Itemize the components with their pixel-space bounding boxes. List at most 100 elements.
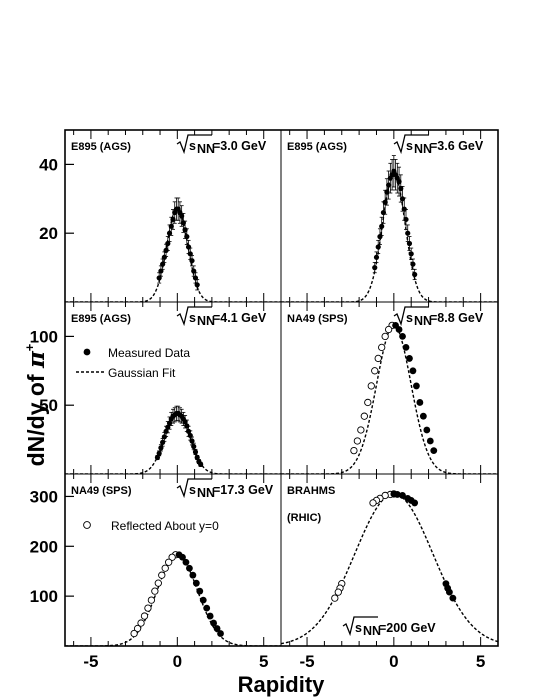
measured-point bbox=[163, 247, 169, 253]
measured-point bbox=[161, 434, 167, 440]
measured-point bbox=[419, 412, 427, 420]
measured-point bbox=[375, 244, 381, 250]
measured-point bbox=[386, 182, 392, 188]
measured-point bbox=[179, 553, 186, 561]
gaussian-fit-line bbox=[281, 324, 498, 474]
measured-point bbox=[192, 579, 200, 587]
measured-point bbox=[382, 199, 388, 205]
reflected-point bbox=[137, 619, 145, 627]
reflected-point bbox=[367, 382, 375, 390]
measured-point bbox=[393, 491, 401, 498]
measured-point bbox=[449, 594, 457, 602]
measured-point bbox=[180, 220, 186, 226]
energy-label: s NN=17.3 GeV bbox=[176, 478, 274, 500]
panel-3: 50 100 E895 (AGS) s NN=4.1 GeV bbox=[30, 302, 281, 474]
reflected-point bbox=[374, 354, 382, 363]
energy-sub: NN bbox=[414, 142, 432, 156]
experiment-sublabel: (RHIC) bbox=[287, 512, 322, 524]
reflected-point bbox=[161, 564, 169, 572]
reflected-point bbox=[140, 612, 149, 620]
energy-label: s NN=3.6 GeV bbox=[393, 134, 484, 156]
energy-value: =17.3 GeV bbox=[213, 483, 274, 497]
measured-point bbox=[182, 558, 190, 566]
y-tick-label: 50 bbox=[39, 396, 58, 415]
reflected-point bbox=[130, 629, 138, 638]
energy-value: =3.6 GeV bbox=[430, 139, 484, 153]
measured-point bbox=[426, 437, 434, 445]
measured-point bbox=[182, 227, 188, 233]
y-axis-title-prefix: dN/dy of bbox=[23, 368, 49, 466]
measured-point bbox=[408, 251, 414, 257]
gaussian-fit-line bbox=[281, 172, 498, 302]
reflected-point bbox=[364, 398, 372, 407]
energy-sub: NN bbox=[414, 314, 432, 328]
legend-fit: Gaussian Fit bbox=[76, 366, 176, 380]
experiment-label: NA49 (SPS) bbox=[287, 313, 348, 325]
measured-point bbox=[445, 588, 453, 596]
measured-point bbox=[396, 179, 402, 185]
measured-point bbox=[168, 223, 174, 229]
measured-point bbox=[194, 282, 200, 288]
measured-point bbox=[165, 424, 171, 430]
energy-label: s NN=8.8 GeV bbox=[393, 306, 484, 328]
measured-point bbox=[196, 587, 204, 595]
energy-s: s bbox=[189, 483, 196, 497]
energy-value: =200 GeV bbox=[379, 621, 436, 635]
measured-point bbox=[380, 209, 387, 216]
legend-reflected-label: Reflected About y=0 bbox=[111, 519, 219, 533]
measured-point bbox=[413, 382, 420, 390]
experiment-label: NA49 (SPS) bbox=[71, 485, 132, 497]
energy-value: =8.8 GeV bbox=[430, 311, 484, 325]
measured-point bbox=[186, 564, 193, 572]
energy-sub: NN bbox=[197, 486, 215, 500]
energy-s: s bbox=[189, 311, 196, 325]
measured-point bbox=[191, 443, 197, 450]
measured-point bbox=[187, 251, 193, 257]
sqrt-symbol bbox=[393, 306, 429, 327]
measured-point bbox=[154, 454, 161, 461]
measured-point bbox=[377, 234, 383, 240]
legend-fit-label: Gaussian Fit bbox=[108, 366, 176, 380]
energy-sub: NN bbox=[363, 624, 381, 638]
y-axis-title-particle: π bbox=[23, 350, 50, 369]
measured-point bbox=[187, 432, 193, 439]
reflected-point bbox=[154, 579, 162, 587]
experiment-label: BRAHMS bbox=[287, 485, 335, 497]
measured-point bbox=[182, 419, 188, 425]
panel-5: 100 200 300 -5 0 5 NA49 (SPS) s NN=17.3 GeV bbox=[30, 474, 281, 671]
measured-point bbox=[158, 268, 164, 274]
measured-point bbox=[185, 244, 192, 250]
panel-6: -5 0 5 BRAHMS (RHIC) s NN=200 GeV bbox=[281, 474, 498, 671]
measured-point bbox=[160, 261, 166, 267]
measured-point bbox=[379, 223, 385, 229]
energy-label: s NN=4.1 GeV bbox=[176, 306, 267, 328]
measured-point bbox=[217, 630, 224, 637]
energy-sub: NN bbox=[197, 142, 215, 156]
measured-point bbox=[406, 355, 413, 362]
x-tick-label: 5 bbox=[476, 652, 485, 671]
y-axis-title: dN/dy of π+ bbox=[22, 343, 50, 466]
legend-measured: Measured Data bbox=[83, 346, 190, 360]
measured-point bbox=[199, 596, 207, 604]
measured-point bbox=[384, 189, 390, 195]
sqrt-symbol bbox=[342, 616, 378, 637]
measured-point bbox=[403, 216, 409, 223]
x-axis-title: Rapidity bbox=[238, 672, 326, 697]
energy-s: s bbox=[406, 139, 413, 153]
reflected-point bbox=[381, 332, 389, 341]
measured-point bbox=[192, 449, 199, 455]
reflected-point bbox=[151, 587, 159, 595]
reflected-point bbox=[147, 596, 156, 604]
measured-point bbox=[192, 275, 199, 281]
y-tick-label: 300 bbox=[30, 487, 58, 506]
y-tick-label: 100 bbox=[30, 327, 58, 346]
x-tick-label: 5 bbox=[259, 652, 268, 671]
panel-1: 20 40 E895 (AGS) s NN=3.0 GeV bbox=[39, 130, 281, 302]
reflected-point bbox=[378, 343, 386, 352]
measured-point bbox=[156, 275, 162, 281]
energy-value: =3.0 GeV bbox=[213, 139, 267, 153]
reflected-point bbox=[331, 594, 339, 602]
measured-point bbox=[373, 254, 380, 260]
